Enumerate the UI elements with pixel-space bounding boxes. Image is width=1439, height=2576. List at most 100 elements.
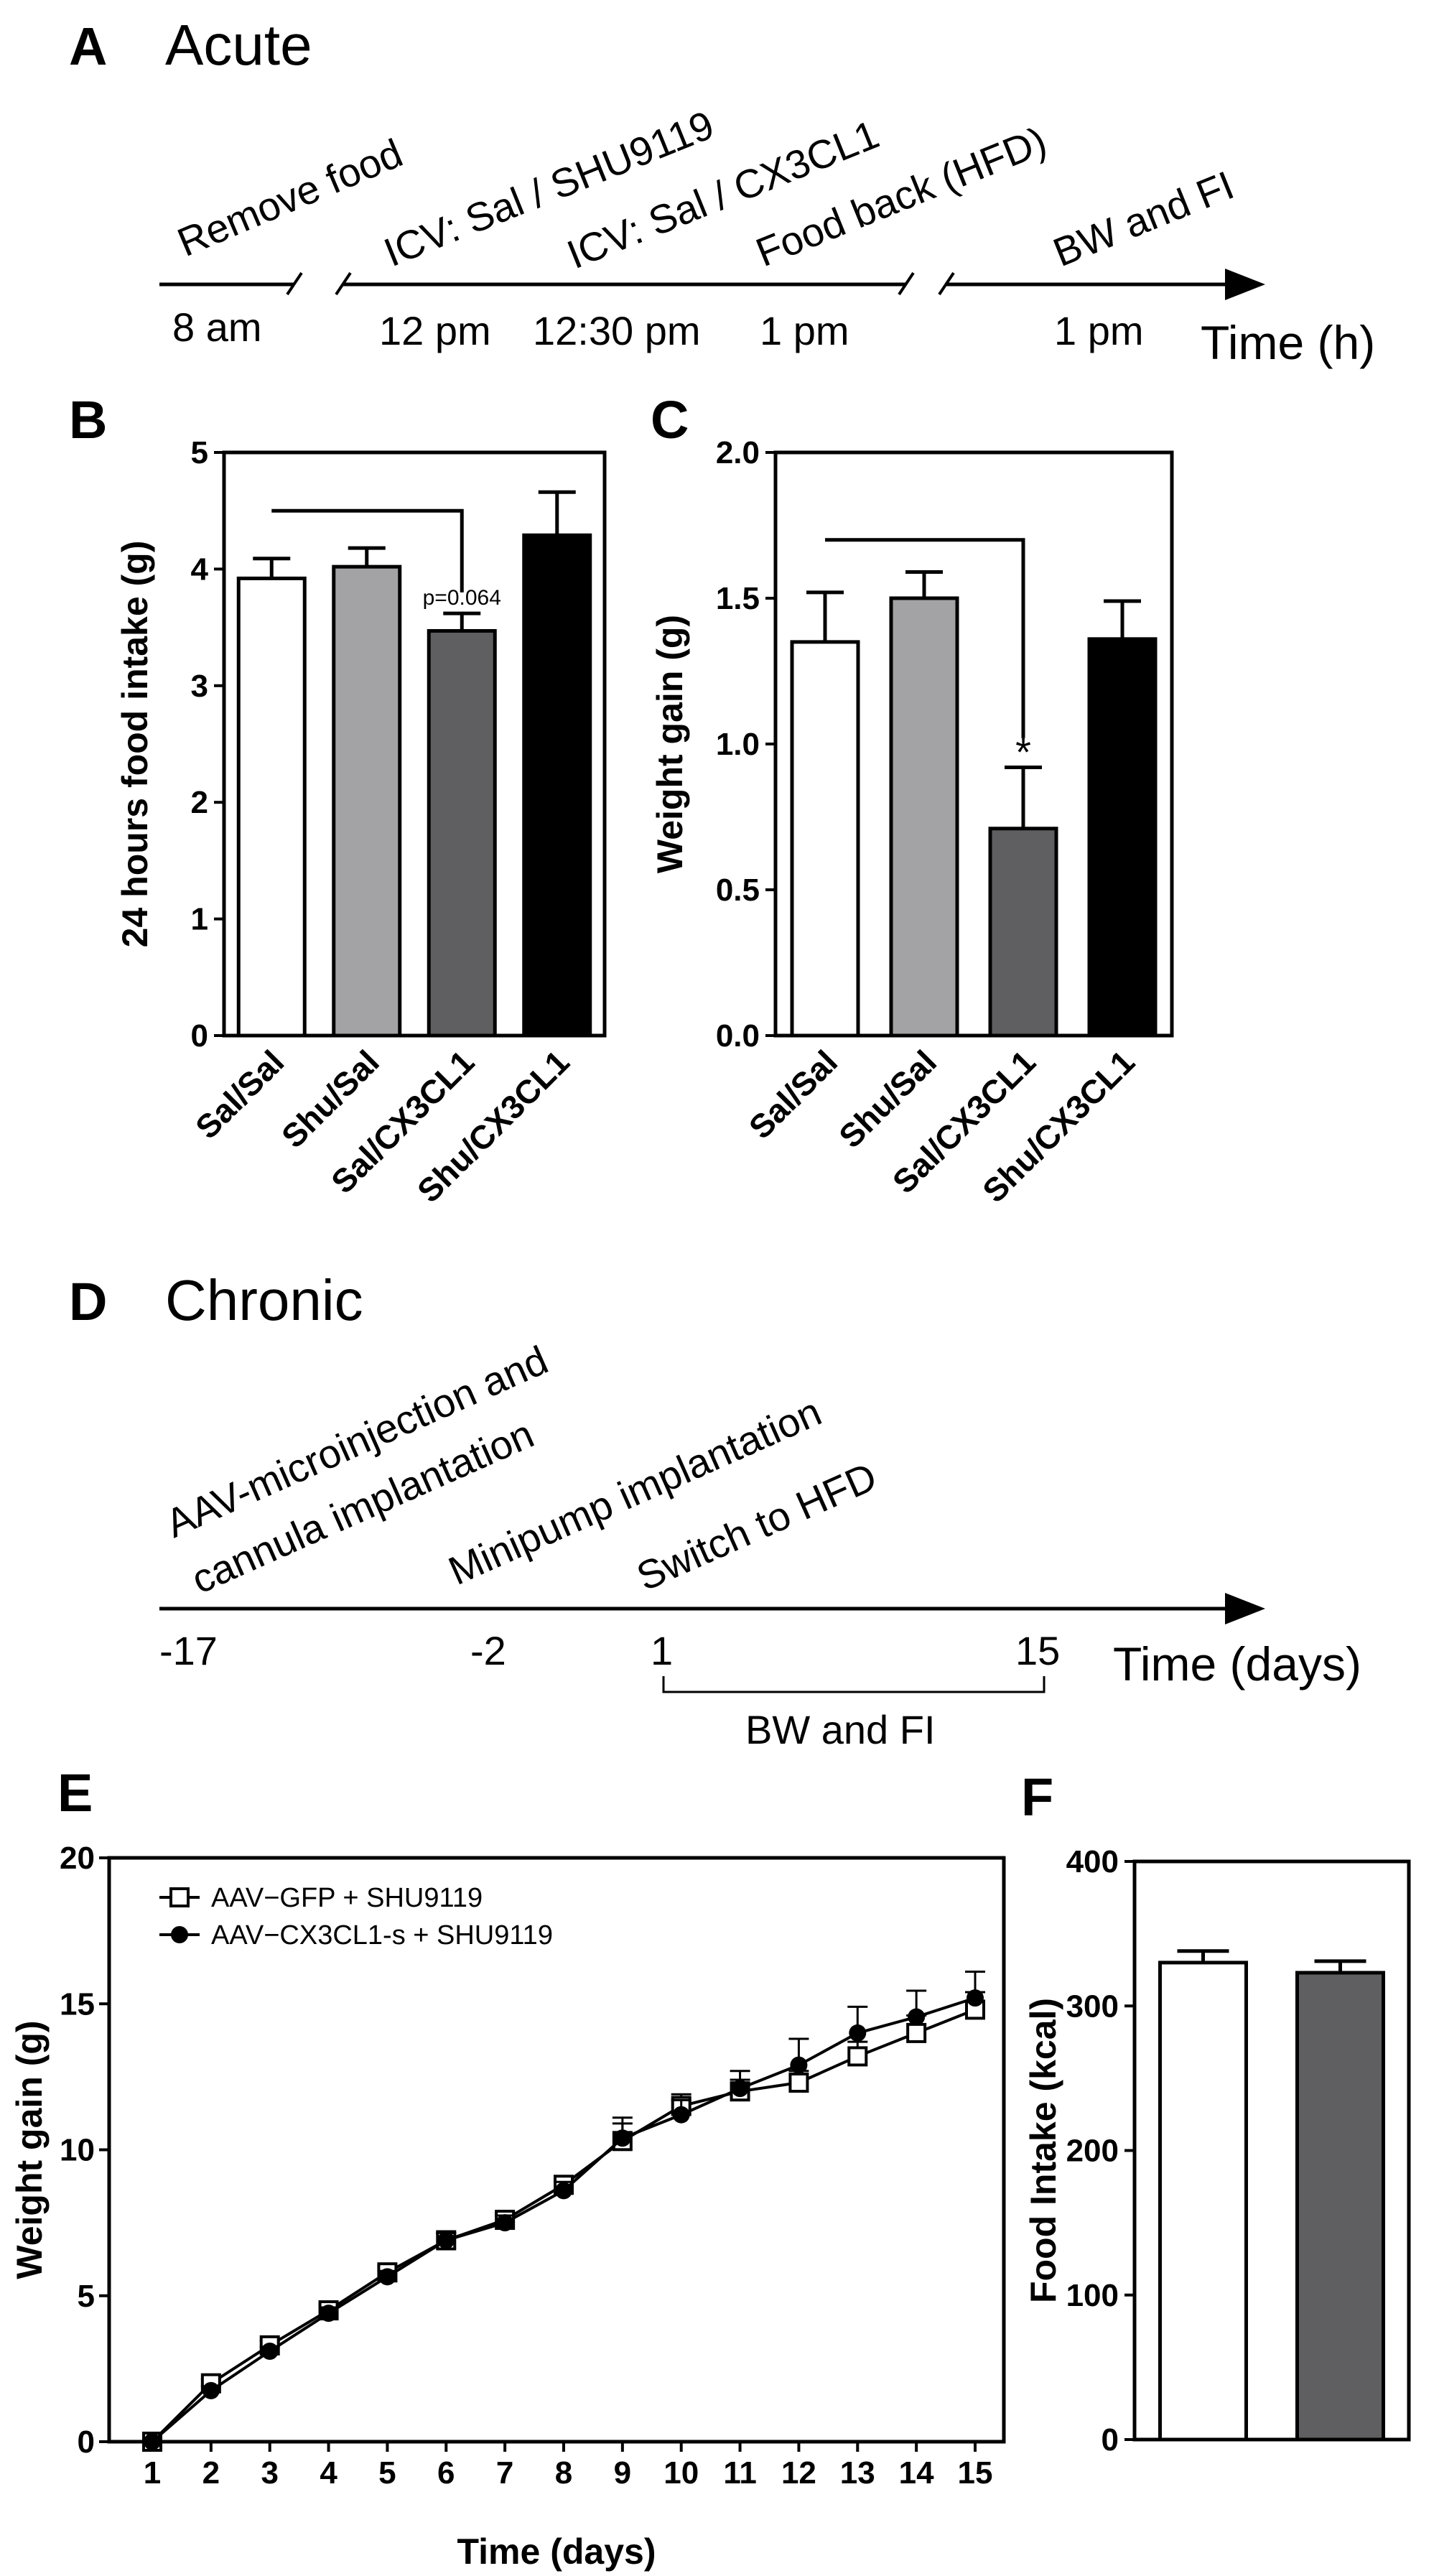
data-point-circle [261,2342,279,2360]
x-tick-label: 13 [840,2455,875,2491]
x-tick-label: 11 [723,2455,757,2491]
x-tick-label: 2 [202,2455,220,2491]
y-axis-label: Weight gain (g) [9,2020,50,2279]
data-point-circle [672,2106,690,2124]
x-tick-label: 14 [899,2455,934,2491]
data-point-circle [202,2381,220,2399]
time-minus-2: -2 [470,1628,506,1673]
chronic-timeline-arrowhead [1225,1593,1265,1624]
time-12pm: 12 pm [379,308,491,353]
data-point-circle [849,2024,867,2042]
data-point-circle [908,2008,926,2026]
x-tick-label: 7 [496,2455,513,2491]
comparison-bracket [271,508,464,592]
y-tick-label: 0.5 [716,873,760,908]
event-bw-fi: BW and FI [1047,162,1240,276]
data-point-square [847,2046,868,2067]
chart-f: F 0 100 200 300 400 Food Intake (kcal) [1021,1767,1411,2458]
legend-marker-square [169,1887,190,1907]
panel-a: A Acute Remove food ICV: Sal / SHU9119 I… [69,13,1375,369]
axis-label-time-h: Time (h) [1201,316,1375,369]
bar [332,564,402,1038]
series-line [151,2008,976,2443]
y-axis-label: 24 hours food intake (g) [115,541,155,948]
plot-frame [222,450,607,1038]
y-tick-label: 0 [1102,2422,1119,2458]
y-tick-label: 100 [1066,2278,1119,2313]
panel-d: D Chronic AAV-microinjection and cannula… [69,1268,1361,1752]
event-icv-cx3cl1: ICV: Sal / CX3CL1 [561,111,885,277]
y-tick-label: 2.0 [716,435,760,470]
x-tick-label: 15 [958,2455,993,2491]
panel-d-title: Chronic [165,1268,363,1332]
y-tick-label: 5 [191,435,208,470]
bar [790,640,860,1038]
y-tick-label: 2 [191,785,208,820]
y-tick-label: 400 [1066,1844,1119,1879]
y-tick-label: 0.0 [716,1018,760,1054]
event-remove-food: Remove food [171,130,409,265]
data-point-circle [967,1989,984,2007]
time-1230pm: 12:30 pm [533,308,701,353]
bar [522,533,592,1038]
y-tick-label: 0 [191,1018,208,1054]
x-tick-label: 9 [614,2455,631,2491]
panel-f-label: F [1021,1767,1053,1827]
significance-star: * [1015,729,1031,774]
y-tick-label: 1 [191,902,208,937]
panel-a-timeline [159,269,1265,300]
y-axis-label: Food Intake (kcal) [1023,1998,1063,2303]
comparison-bracket [825,538,1025,738]
axis-label-time-days: Time (days) [1113,1637,1361,1691]
data-point-square [906,2022,927,2043]
bracket-label: BW and FI [745,1707,936,1752]
data-point-circle [555,2182,572,2200]
bar [988,827,1058,1038]
x-tick-label: 4 [320,2455,337,2491]
data-point-circle [144,2433,161,2450]
x-tick-label: 1 [144,2455,161,2491]
x-tick-label: 5 [378,2455,396,2491]
bar [1295,1971,1385,2442]
panel-c-label: C [651,390,689,450]
panel-a-label: A [69,17,107,76]
chart-f-plot: 0 100 200 300 400 Food Intake (kcal) [1023,1844,1411,2458]
event-icv-shu: ICV: Sal / SHU9119 [378,102,720,275]
data-point-circle [496,2214,514,2232]
data-point-circle [437,2231,455,2249]
x-axis-label: Time (days) [457,2531,656,2572]
panel-e-label: E [57,1763,93,1823]
time-minus-17: -17 [159,1628,218,1673]
time-1pm-b: 1 pm [1054,308,1144,353]
bar [427,628,497,1038]
y-tick-label: 20 [60,1841,95,1876]
data-point-circle [790,2056,808,2074]
time-day-1: 1 [651,1628,673,1673]
p-value-annotation: p=0.064 [423,586,501,610]
y-tick-label: 10 [60,2133,95,2168]
y-tick-label: 300 [1066,1989,1119,2024]
break-mark [286,271,303,296]
time-1pm-a: 1 pm [760,308,849,353]
x-tick-label: 6 [437,2455,455,2491]
bar [1087,637,1158,1038]
x-tick-label: 10 [663,2455,699,2491]
y-axis-label: Weight gain (g) [650,615,690,873]
panel-d-label: D [69,1272,107,1331]
category-label: Sal/Sal [742,1043,844,1145]
bar [236,576,307,1038]
y-tick-label: 3 [191,669,208,704]
y-tick-label: 5 [78,2279,95,2314]
y-tick-label: 15 [60,1986,95,2022]
time-day-15: 15 [1015,1628,1060,1673]
y-tick-label: 4 [191,552,209,587]
data-point-circle [731,2080,749,2098]
legend-label-gfp: AAV−GFP + SHU9119 [211,1883,483,1913]
